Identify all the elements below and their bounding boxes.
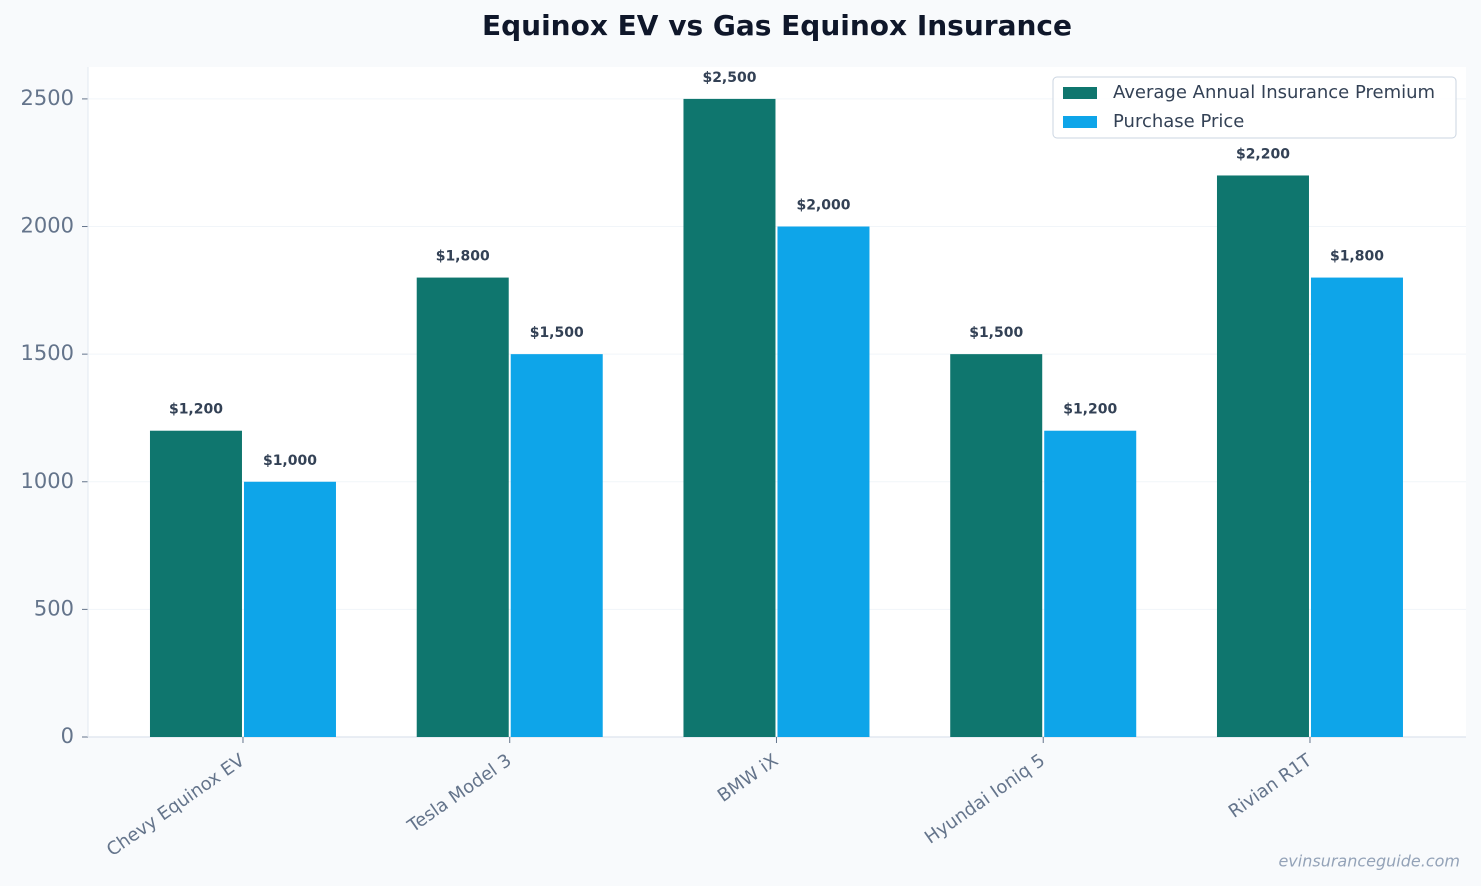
value-label: $1,500 [530, 325, 584, 341]
bar [510, 354, 603, 737]
bar [416, 277, 509, 737]
y-tick-label: 2500 [21, 86, 74, 110]
y-tick-label: 0 [61, 724, 74, 748]
chart-title: Equinox EV vs Gas Equinox Insurance [482, 9, 1072, 42]
bar [777, 226, 870, 737]
value-label: $1,800 [436, 249, 490, 265]
value-label: $1,200 [169, 402, 223, 418]
bar [1044, 430, 1137, 737]
legend-box [1052, 76, 1457, 139]
y-tick-label: 1500 [21, 341, 74, 365]
y-tick-label: 2000 [21, 214, 74, 238]
value-label: $2,200 [1236, 146, 1290, 162]
bar [1216, 175, 1309, 737]
value-label: $1,500 [969, 325, 1023, 341]
bar [683, 98, 776, 737]
legend-label: Average Annual Insurance Premium [1113, 82, 1435, 103]
watermark: evinsuranceguide.com [1278, 852, 1460, 871]
bar [243, 481, 336, 737]
value-label: $1,000 [263, 453, 317, 469]
legend-swatch [1063, 116, 1097, 128]
bar [149, 430, 242, 737]
value-label: $2,500 [702, 70, 756, 86]
bar [1310, 277, 1403, 737]
bar [950, 354, 1043, 737]
y-tick-label: 500 [34, 596, 74, 620]
value-label: $2,000 [796, 198, 850, 214]
legend-label: Purchase Price [1113, 111, 1244, 132]
value-label: $1,200 [1063, 402, 1117, 418]
value-label: $1,800 [1330, 249, 1384, 265]
legend-swatch [1063, 87, 1097, 99]
y-tick-label: 1000 [21, 469, 74, 493]
